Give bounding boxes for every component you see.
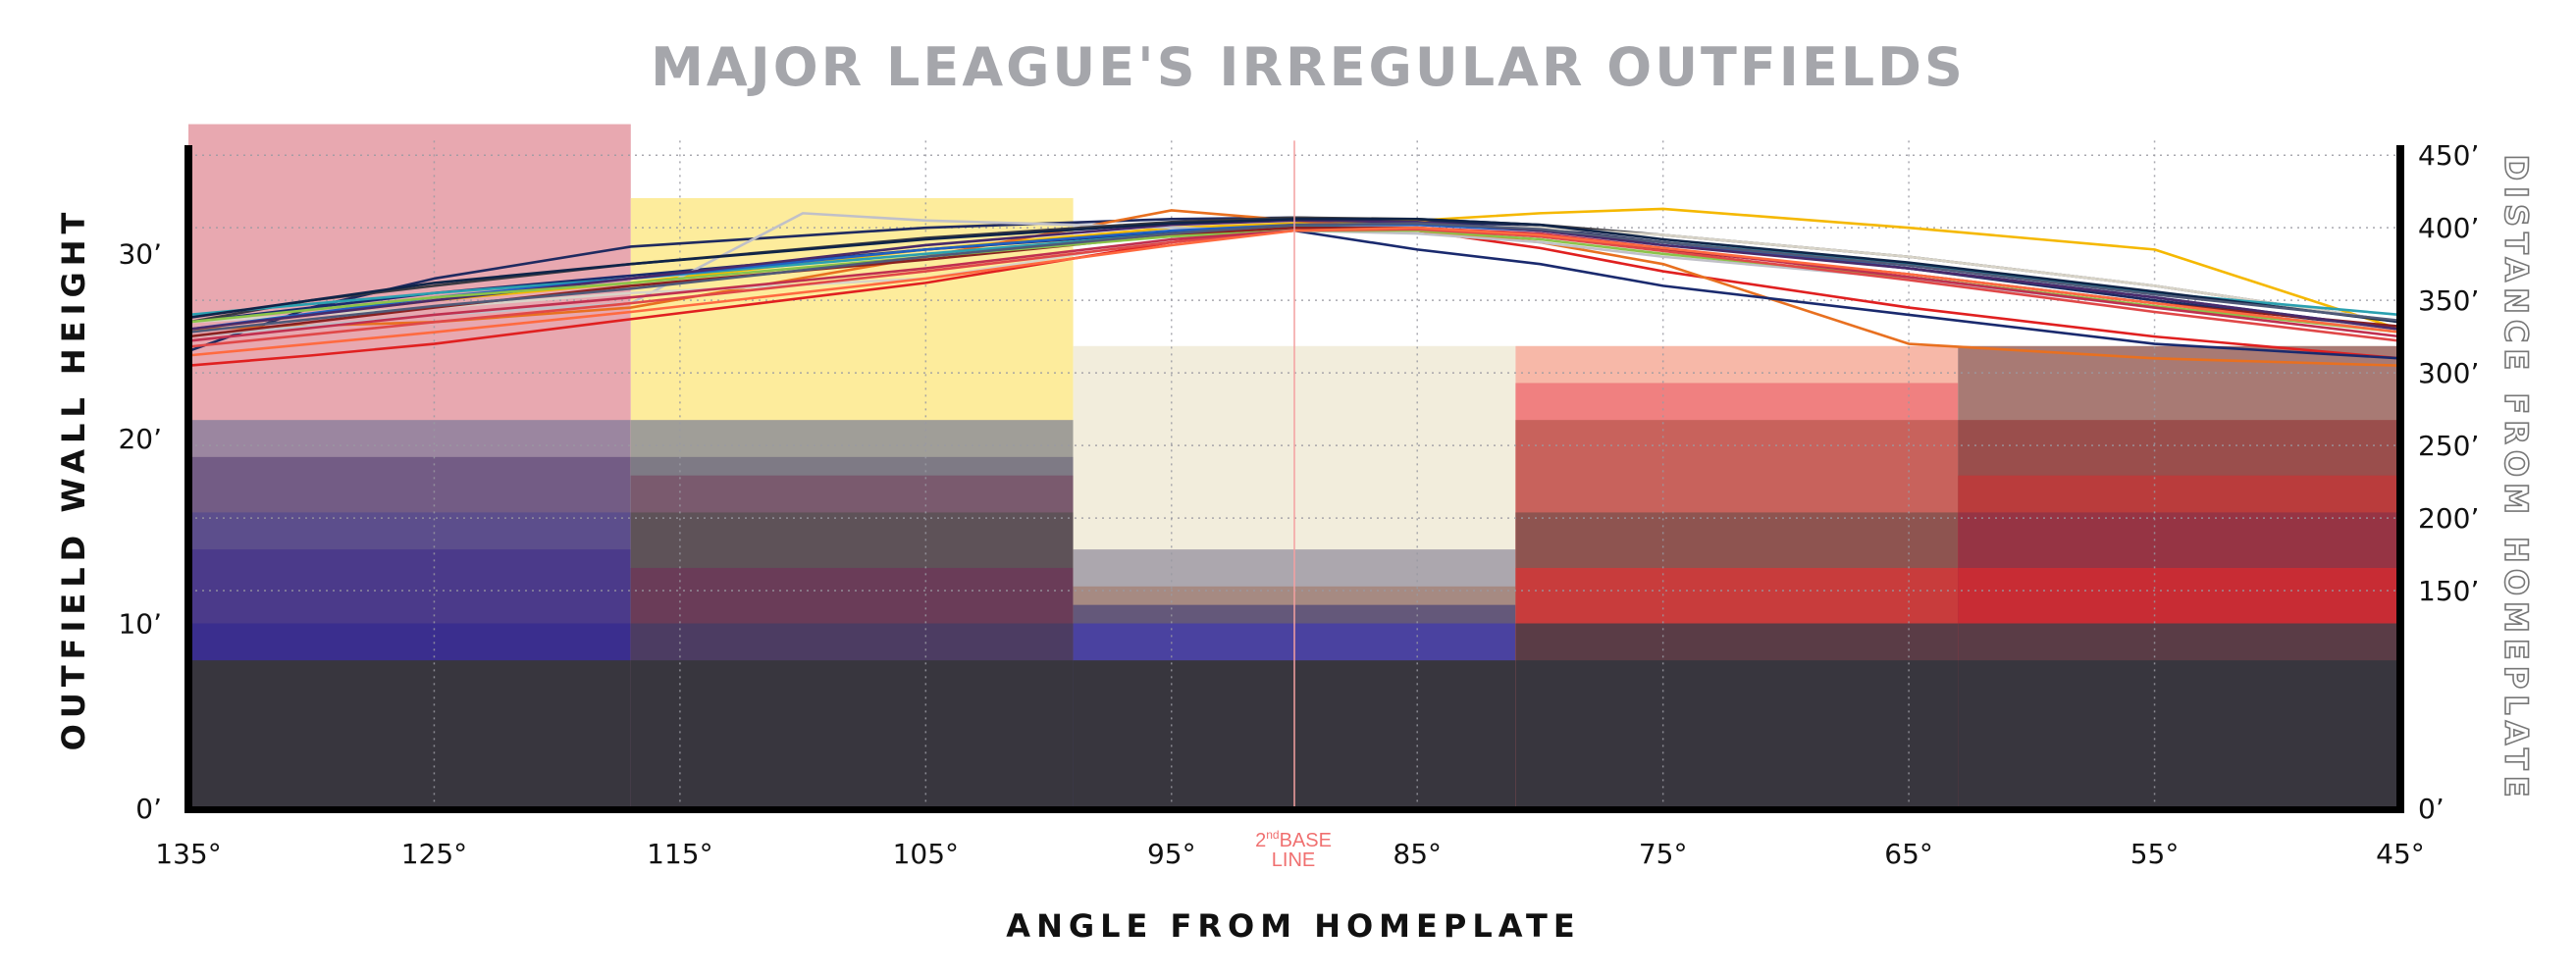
x-tick-label: 115° bbox=[647, 838, 712, 870]
x-tick-labels: 135° 125° 115° 105° 95° 85° 75° 65° 55° 45° bbox=[155, 838, 2425, 870]
y2-tick-label: 400’ bbox=[2418, 212, 2479, 244]
left-axis-bar bbox=[184, 145, 192, 812]
chart-title: MAJOR LEAGUE'S IRREGULAR OUTFIELDS bbox=[651, 36, 1966, 98]
x-tick-label: 95° bbox=[1147, 838, 1196, 870]
annotation-number: 2 bbox=[1255, 830, 1266, 851]
x-tick-label: 85° bbox=[1393, 838, 1442, 870]
annotation-text: BASE bbox=[1280, 830, 1332, 851]
y-tick-label: 30’ bbox=[118, 238, 162, 271]
y2-tick-label: 200’ bbox=[2418, 502, 2479, 535]
annotation-line2: LINE bbox=[1272, 849, 1315, 871]
y2-axis-title: DISTANCE FROM HOMEPLATE bbox=[2497, 154, 2535, 802]
right-axis-bar bbox=[2396, 145, 2404, 812]
x-tick-label: 135° bbox=[155, 838, 221, 870]
y-tick-label: 20’ bbox=[118, 423, 162, 455]
fence-line bbox=[187, 217, 2401, 324]
x-tick-label: 125° bbox=[401, 838, 467, 870]
wall-section-1-layer-7 bbox=[630, 660, 1074, 808]
y2-tick-label: 0’ bbox=[2418, 793, 2445, 825]
y2-tick-label: 250’ bbox=[2418, 430, 2479, 462]
x-tick-label: 75° bbox=[1639, 838, 1688, 870]
annotation-line1: 2ndBASE bbox=[1255, 828, 1332, 851]
y2-tick-label: 150’ bbox=[2418, 575, 2479, 607]
x-tick-label: 65° bbox=[1884, 838, 1933, 870]
y2-tick-label: 300’ bbox=[2418, 357, 2479, 389]
bottom-axis-bar bbox=[184, 806, 2404, 813]
fence-line bbox=[187, 223, 2401, 324]
y-tick-labels: 0’ 10’ 20’ 30’ bbox=[118, 238, 162, 825]
x-tick-label: 55° bbox=[2130, 838, 2180, 870]
y2-tick-label: 450’ bbox=[2418, 139, 2479, 172]
wall-section-3-layer-6 bbox=[1515, 660, 1959, 808]
annotation-suffix: nd bbox=[1266, 828, 1279, 842]
x-axis-title: ANGLE FROM HOMEPLATE bbox=[1006, 907, 1580, 945]
x-tick-label: 105° bbox=[893, 838, 959, 870]
wall-section-0-layer-6 bbox=[188, 660, 631, 808]
fence-line bbox=[187, 219, 2401, 332]
y-tick-label: 10’ bbox=[118, 608, 162, 641]
fence-line bbox=[187, 226, 2401, 357]
y-tick-label: 0’ bbox=[135, 793, 162, 825]
y-axis-title: OUTFIELD WALL HEIGHT bbox=[55, 207, 92, 751]
y2-tick-label: 350’ bbox=[2418, 284, 2479, 317]
fence-line bbox=[187, 229, 2401, 360]
x-tick-label: 45° bbox=[2376, 838, 2425, 870]
fence-line bbox=[187, 222, 2401, 334]
wall-section-4-layer-6 bbox=[1958, 660, 2400, 808]
y2-tick-labels: 0’ 150’ 200’ 250’ 300’ 350’ 400’ 450’ bbox=[2418, 139, 2479, 825]
